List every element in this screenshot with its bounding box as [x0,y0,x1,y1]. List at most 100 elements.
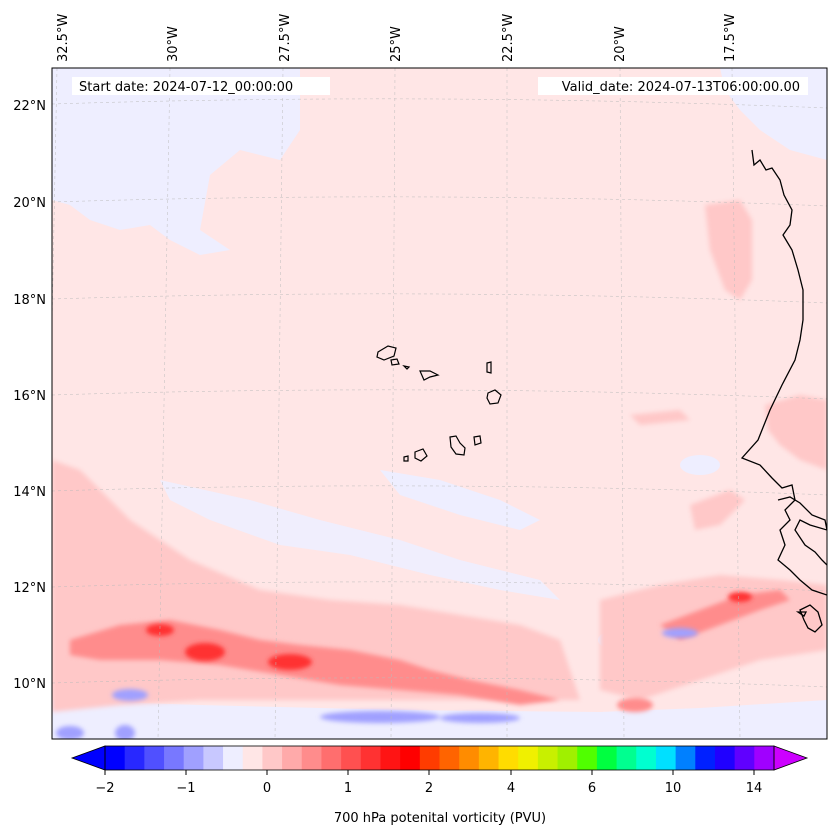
lat-tick-12n: 12°N [13,581,46,596]
colorbar-cell [242,746,263,770]
colorbar-cell [596,746,618,770]
bijagos-islands [795,611,808,617]
lon-tick-30w: 30°W [166,26,181,62]
colorbar-extend-low [70,745,106,771]
colorbar-cell [183,746,204,770]
south-negative-core-2 [440,713,520,723]
core-positive-max-2 [268,654,312,670]
graticule [52,68,827,739]
lon-tick-32-5w: 32.5°W [56,14,71,62]
colorbar-cell [439,746,460,770]
colorbar-cell [459,746,480,770]
colorbar-cell [675,746,696,770]
colorbar-cell [714,746,736,770]
colorbar-cell [341,746,362,770]
island-santiago [449,435,466,456]
colorbar-cell [734,746,755,770]
island-boa-vista [486,389,502,405]
map-frame [51,67,828,740]
core-positive-max-4 [728,592,752,602]
east-lower-positive [690,490,745,530]
colorbar-cell [105,746,126,770]
colorbar-label: 700 hPa potenital vorticity (PVU) [334,811,546,826]
lon-tick-25w: 25°W [389,26,404,62]
gridline-lon-30w [157,68,171,739]
colorbar-ticks [104,770,755,775]
island-santo-antao [376,345,397,361]
sw-negative-core-3 [112,689,148,701]
sw-negative-core [115,725,135,739]
colorbar-cell [498,746,519,770]
senegal-positive-area [765,395,827,470]
start-date-box [72,77,330,95]
island-sao-nicolau [419,370,440,381]
gridline-lat-10n [52,677,827,688]
guinea-coast [799,604,823,633]
island-santa-luzia [402,365,411,370]
map-panel: Start date: 2024-07-12_00:00:00 Valid_da… [52,68,827,739]
cbar-tick-label: −1 [176,781,195,796]
cbar-tick-label: 14 [746,781,763,796]
south-negative-core [320,711,440,723]
east-negative-core [662,628,698,638]
cbar-tick-label: 0 [263,781,271,796]
nw-negative-area [52,68,300,255]
colorbar-cell [124,746,145,770]
colorbar-cell [301,746,322,770]
south-negative-band [52,700,827,739]
colorbar-cell [557,746,578,770]
colorbar-cell [203,746,224,770]
lon-tick-20w: 20°W [613,26,628,62]
gridline-lat-20n [52,196,827,207]
gridline-lon-17-5w [731,68,741,739]
colorbar-cell [754,746,775,770]
core-positive-max-3 [146,624,174,636]
moderate-positive-pv [70,590,790,712]
colorbar-cell [577,746,598,770]
center-negative-streak [380,470,540,530]
colorbar-cell [655,746,677,770]
gridline-lat-12n [52,581,827,592]
sw-negative-core-2 [56,726,84,739]
colorbar-cell [223,746,244,770]
gridline-lon-20w [619,68,625,739]
colorbar-cells [105,746,775,770]
gridline-lat-14n [52,485,827,496]
colorbar-cell [380,746,401,770]
colorbar-cell [478,746,500,770]
central-negative-band [160,480,560,600]
colorbar-extend-high [773,745,809,771]
colorbar-cell [616,746,637,770]
cbar-tick-label: 10 [665,781,682,796]
cbar-tick-label: −2 [95,781,114,796]
colorbar-cell [695,746,716,770]
gridline-lon-27-5w [274,68,284,739]
colorbar-cell [262,746,283,770]
cbar-tick-label: 6 [588,781,596,796]
colorbar-cell [518,746,539,770]
lon-tick-labels: 32.5°W 30°W 27.5°W 25°W 22.5°W 20°W 17.5… [56,14,738,62]
gridline-lon-25w [390,68,396,739]
gridline-lat-22n [52,98,827,109]
colorbar-cell [537,746,559,770]
cbar-tick-label: 1 [344,781,352,796]
lon-tick-17-5w: 17.5°W [723,14,738,62]
lat-tick-18n: 18°N [13,293,46,308]
lat-tick-14n: 14°N [13,485,46,500]
start-date-label: Start date: 2024-07-12_00:00:00 [79,80,293,95]
island-maio [473,435,482,446]
colorbar-cell [636,746,657,770]
lon-tick-27-5w: 27.5°W [278,14,293,62]
colorbar-cell [282,746,303,770]
core-positive-max-1 [185,643,225,661]
colorbar-cell [360,746,381,770]
east-negative-blob [680,455,720,475]
island-sal [486,361,492,374]
colorbar-cell [144,746,165,770]
negative-pv-cores [56,628,698,739]
lat-tick-20n: 20°N [13,196,46,211]
colorbar-tick-labels: −2 −1 0 1 2 4 6 10 14 [95,781,762,796]
gridline-lat-18n [52,293,827,304]
island-fogo [414,448,428,462]
